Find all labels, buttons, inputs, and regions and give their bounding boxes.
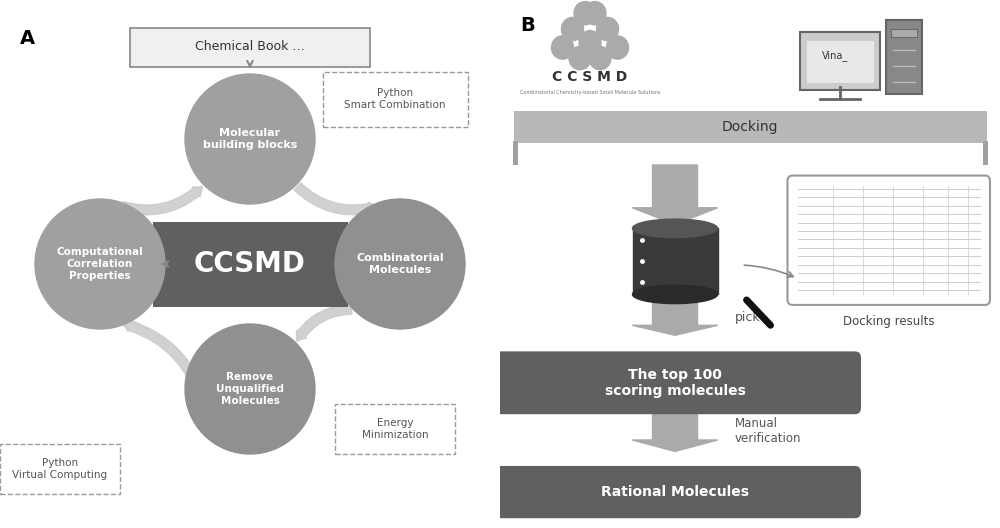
FancyBboxPatch shape: [800, 32, 880, 90]
Text: Docking: Docking: [722, 120, 778, 134]
FancyBboxPatch shape: [514, 110, 986, 143]
FancyBboxPatch shape: [489, 352, 861, 414]
Text: Docking results: Docking results: [843, 315, 934, 328]
Circle shape: [335, 199, 465, 329]
Text: pick: pick: [735, 311, 761, 324]
FancyBboxPatch shape: [806, 41, 874, 83]
Text: Manual
verification: Manual verification: [735, 417, 802, 445]
FancyBboxPatch shape: [322, 71, 468, 127]
Text: Remove
Unqualified
Molecules: Remove Unqualified Molecules: [216, 372, 284, 406]
Circle shape: [552, 36, 574, 59]
Circle shape: [589, 46, 611, 70]
Circle shape: [185, 74, 315, 204]
FancyBboxPatch shape: [891, 29, 916, 37]
Text: C C S M D: C C S M D: [552, 70, 628, 83]
FancyBboxPatch shape: [512, 141, 518, 165]
Circle shape: [562, 17, 584, 41]
FancyArrowPatch shape: [294, 183, 378, 215]
FancyBboxPatch shape: [335, 404, 455, 454]
Circle shape: [35, 199, 165, 329]
Ellipse shape: [633, 285, 718, 304]
Text: Computational
Correlation
Properties: Computational Correlation Properties: [57, 248, 143, 280]
Text: Chemical Book …: Chemical Book …: [195, 41, 305, 53]
Circle shape: [606, 36, 629, 59]
FancyBboxPatch shape: [886, 20, 922, 94]
Text: Python
Smart Combination: Python Smart Combination: [344, 88, 446, 110]
Text: Combinatorial
Molecules: Combinatorial Molecules: [356, 253, 444, 275]
FancyArrowPatch shape: [121, 186, 203, 215]
FancyBboxPatch shape: [0, 444, 120, 494]
Text: Combinatorial Chemistry-based Small Molecule Solutions: Combinatorial Chemistry-based Small Mole…: [520, 90, 660, 95]
FancyBboxPatch shape: [152, 222, 348, 306]
Text: The top 100
scoring molecules: The top 100 scoring molecules: [605, 367, 745, 398]
Ellipse shape: [633, 219, 718, 238]
Circle shape: [584, 2, 606, 25]
Text: CCSMD: CCSMD: [194, 250, 306, 278]
Circle shape: [574, 2, 596, 25]
Circle shape: [579, 31, 601, 54]
FancyArrow shape: [632, 300, 718, 335]
FancyBboxPatch shape: [130, 27, 370, 67]
Text: Python
Virtual Computing: Python Virtual Computing: [12, 458, 108, 480]
Text: Vina_: Vina_: [822, 50, 848, 61]
Circle shape: [569, 46, 591, 70]
Text: Molecular
building blocks: Molecular building blocks: [203, 128, 297, 150]
FancyBboxPatch shape: [982, 141, 988, 165]
FancyArrow shape: [632, 165, 718, 224]
Text: A: A: [20, 29, 35, 48]
FancyBboxPatch shape: [788, 175, 990, 305]
Circle shape: [596, 17, 618, 41]
Text: Energy
Minimization: Energy Minimization: [362, 418, 428, 440]
Text: Rational Molecules: Rational Molecules: [601, 485, 749, 499]
Text: B: B: [520, 16, 535, 35]
FancyArrowPatch shape: [122, 320, 209, 407]
Polygon shape: [633, 228, 718, 294]
FancyArrowPatch shape: [297, 305, 352, 341]
FancyBboxPatch shape: [489, 466, 861, 518]
Circle shape: [185, 324, 315, 454]
FancyArrow shape: [632, 411, 718, 451]
